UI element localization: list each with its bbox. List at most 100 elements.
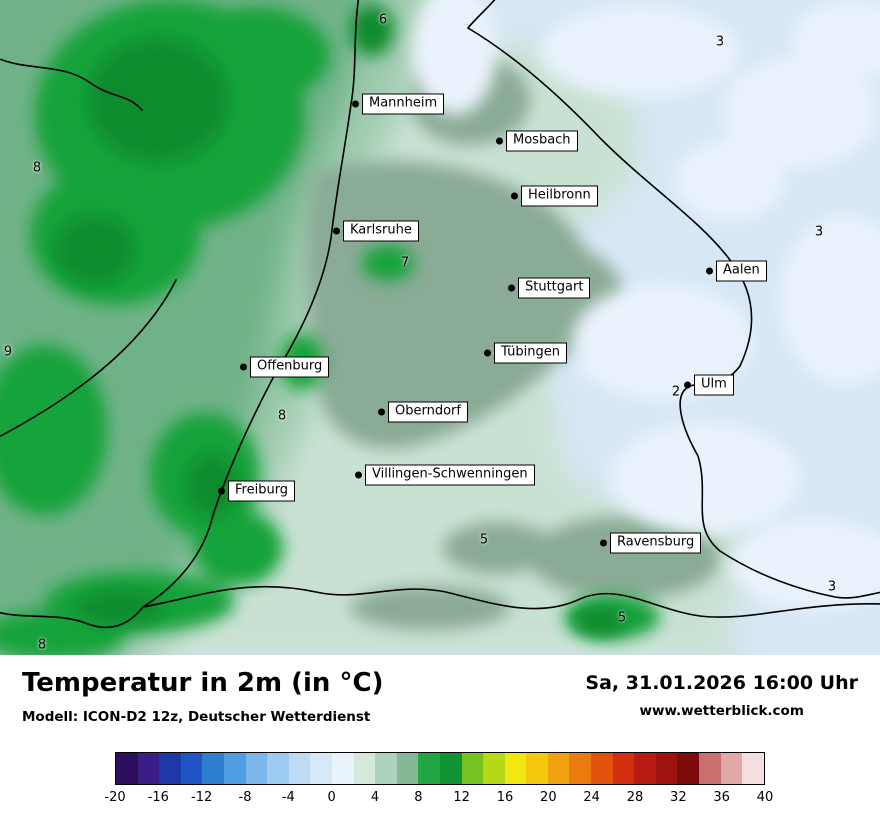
temperature-legend: -20 -16 -12 -8 -4 0 4 8 12 16 20 24 28 32 36 40 bbox=[104, 752, 773, 808]
city-marker-mannheim: Mannheim bbox=[352, 93, 445, 115]
map-borders bbox=[0, 0, 880, 629]
city-label: Oberndorf bbox=[388, 401, 468, 423]
city-dot-icon bbox=[378, 408, 385, 416]
model-info: Modell: ICON-D2 12z, Deutscher Wetterdie… bbox=[22, 709, 371, 725]
legend-color-segment bbox=[591, 753, 613, 784]
contour-value-label: 3 bbox=[827, 579, 837, 595]
city-label: Ulm bbox=[694, 374, 734, 396]
city-layer: Mannheim Mosbach Heilbronn Karlsruhe Aalen St… bbox=[218, 93, 767, 554]
legend-tick-label: 32 bbox=[670, 790, 687, 805]
legend-color-segment bbox=[396, 753, 419, 784]
city-dot-icon bbox=[706, 267, 713, 275]
legend-color-segment bbox=[288, 753, 311, 784]
city-dot-icon bbox=[240, 363, 247, 371]
city-marker-aalen: Aalen bbox=[706, 260, 767, 282]
legend-tick-label: -16 bbox=[147, 790, 169, 805]
legend-color-segment bbox=[547, 753, 570, 784]
city-dot-icon bbox=[600, 539, 607, 547]
legend-color-segment bbox=[504, 753, 527, 784]
legend-tick-label: 8 bbox=[414, 790, 423, 805]
legend-tick-label: 16 bbox=[496, 790, 514, 805]
city-label: Ravensburg bbox=[610, 532, 702, 554]
contour-value-label: 5 bbox=[617, 610, 627, 626]
contour-value-label: 8 bbox=[32, 160, 42, 176]
city-dot-icon bbox=[511, 192, 518, 200]
contour-value-label: 8 bbox=[37, 637, 47, 653]
legend-color-segment bbox=[634, 753, 656, 784]
city-label: Aalen bbox=[716, 260, 767, 282]
legend-color-segment bbox=[159, 753, 181, 784]
legend-color-segment bbox=[742, 753, 764, 784]
border-south bbox=[142, 585, 880, 618]
city-label: Karlsruhe bbox=[343, 220, 419, 242]
legend-color-segment bbox=[526, 753, 548, 784]
city-marker-stuttgart: Stuttgart bbox=[508, 277, 591, 299]
city-dot-icon bbox=[484, 349, 491, 357]
legend-color-segment bbox=[720, 753, 743, 784]
legend-ticks: -20 -16 -12 -8 -4 0 4 8 12 16 20 24 28 32 36 40 bbox=[104, 790, 773, 808]
city-dot-icon bbox=[684, 381, 691, 389]
legend-color-segment bbox=[331, 753, 354, 784]
contour-value-label: 2 bbox=[671, 384, 681, 400]
temperature-map: 6 3 8 3 7 9 2 8 5 3 5 8 Mannheim Mosbach Heilbronn Kar… bbox=[0, 0, 880, 655]
legend-color-segment bbox=[267, 753, 289, 784]
legend-color-segment bbox=[375, 753, 397, 784]
city-dot-icon bbox=[352, 100, 359, 108]
legend-color-segment bbox=[569, 753, 592, 784]
legend-tick-label: 20 bbox=[540, 790, 557, 805]
legend-tick-label: 36 bbox=[713, 790, 730, 805]
city-marker-karlsruhe: Karlsruhe bbox=[333, 220, 419, 242]
city-marker-ulm: Ulm bbox=[684, 374, 734, 396]
city-label: Heilbronn bbox=[521, 185, 598, 207]
legend-color-segment bbox=[137, 753, 160, 784]
legend-tick-label: 24 bbox=[583, 790, 600, 805]
city-marker-ravensburg: Ravensburg bbox=[600, 532, 702, 554]
contour-value-label: 7 bbox=[400, 255, 410, 271]
legend-color-segment bbox=[483, 753, 505, 784]
legend-tick-label: -8 bbox=[238, 790, 252, 805]
legend-tick-label: 12 bbox=[453, 790, 470, 805]
pale-cold-patches bbox=[413, 0, 880, 610]
legend-tick-label: -20 bbox=[104, 790, 126, 805]
legend-color-segment bbox=[353, 753, 376, 784]
city-dot-icon bbox=[333, 227, 340, 235]
legend-color-segment bbox=[116, 753, 138, 784]
map-title: Temperatur in 2m (in °C) bbox=[22, 668, 384, 698]
legend-color-segment bbox=[223, 753, 246, 784]
city-marker-offenburg: Offenburg bbox=[240, 356, 330, 378]
legend-color-segment bbox=[418, 753, 440, 784]
city-dot-icon bbox=[508, 284, 515, 292]
city-marker-oberndorf: Oberndorf bbox=[378, 401, 468, 423]
border-top-left bbox=[0, 58, 143, 111]
dark-green-cores bbox=[55, 4, 626, 636]
contour-value-label: 3 bbox=[814, 224, 824, 240]
city-marker-t-bingen: Tübingen bbox=[484, 342, 567, 364]
legend-color-segment bbox=[612, 753, 635, 784]
contour-value-label: 9 bbox=[3, 344, 13, 360]
contour-value-label: 5 bbox=[479, 532, 489, 548]
legend-color-segment bbox=[180, 753, 203, 784]
city-label: Offenburg bbox=[250, 356, 330, 378]
city-label: Villingen-Schwenningen bbox=[365, 464, 535, 486]
city-marker-heilbronn: Heilbronn bbox=[511, 185, 598, 207]
legend-color-segment bbox=[655, 753, 678, 784]
legend-color-segment bbox=[245, 753, 268, 784]
legend-colorbar bbox=[115, 752, 765, 785]
legend-tick-label: 0 bbox=[327, 790, 336, 805]
city-label: Tübingen bbox=[494, 342, 567, 364]
border-left-diagonal bbox=[0, 279, 177, 438]
border-west bbox=[142, 0, 360, 608]
city-dot-icon bbox=[496, 137, 503, 145]
legend-tick-label: -12 bbox=[191, 790, 213, 805]
contour-label-layer: 6 3 8 3 7 9 2 8 5 3 5 8 bbox=[3, 13, 837, 653]
city-label: Mosbach bbox=[506, 130, 578, 152]
city-marker-mosbach: Mosbach bbox=[496, 130, 578, 152]
legend-tick-label: 28 bbox=[626, 790, 644, 805]
city-dot-icon bbox=[355, 471, 362, 479]
city-label: Mannheim bbox=[362, 93, 445, 115]
city-label: Stuttgart bbox=[518, 277, 591, 299]
legend-color-segment bbox=[461, 753, 484, 784]
legend-color-segment bbox=[439, 753, 462, 784]
border-east-top bbox=[467, 0, 496, 29]
